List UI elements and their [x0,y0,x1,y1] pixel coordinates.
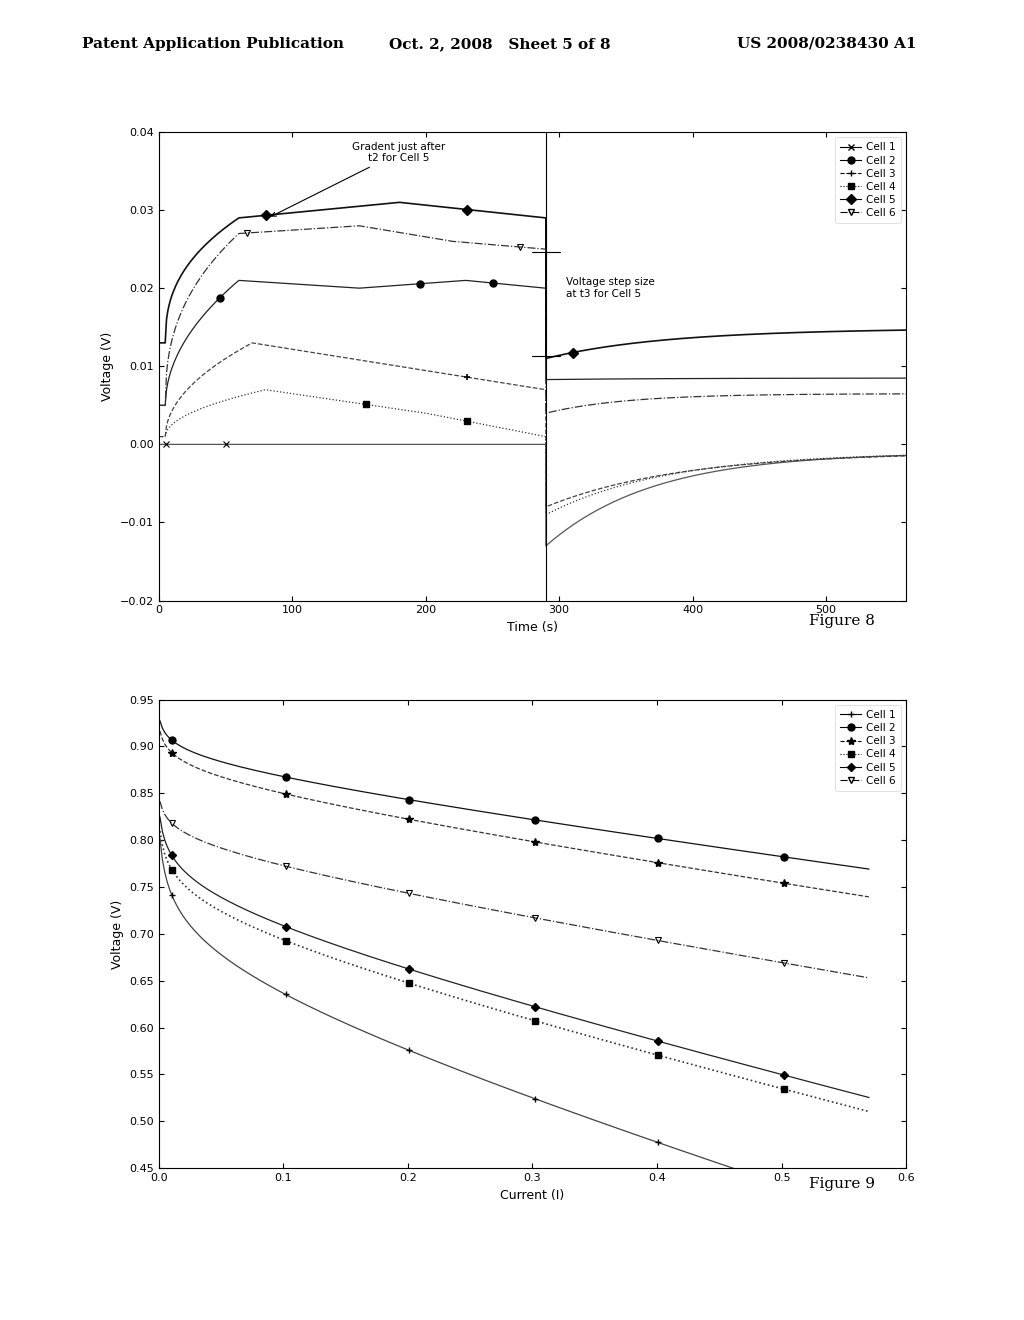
Text: Oct. 2, 2008   Sheet 5 of 8: Oct. 2, 2008 Sheet 5 of 8 [389,37,610,51]
Text: US 2008/0238430 A1: US 2008/0238430 A1 [737,37,916,51]
Text: Figure 8: Figure 8 [809,614,874,628]
X-axis label: Current (I): Current (I) [501,1188,564,1201]
Y-axis label: Voltage (V): Voltage (V) [101,331,115,401]
Legend: Cell 1, Cell 2, Cell 3, Cell 4, Cell 5, Cell 6: Cell 1, Cell 2, Cell 3, Cell 4, Cell 5, … [835,137,901,223]
Y-axis label: Voltage (V): Voltage (V) [111,899,124,969]
Text: Voltage step size
at t3 for Cell 5: Voltage step size at t3 for Cell 5 [566,277,654,300]
Text: Figure 9: Figure 9 [809,1177,874,1192]
Text: Gradent just after
t2 for Cell 5: Gradent just after t2 for Cell 5 [271,141,445,216]
Legend: Cell 1, Cell 2, Cell 3, Cell 4, Cell 5, Cell 6: Cell 1, Cell 2, Cell 3, Cell 4, Cell 5, … [835,705,901,791]
Text: Patent Application Publication: Patent Application Publication [82,37,344,51]
X-axis label: Time (s): Time (s) [507,620,558,634]
